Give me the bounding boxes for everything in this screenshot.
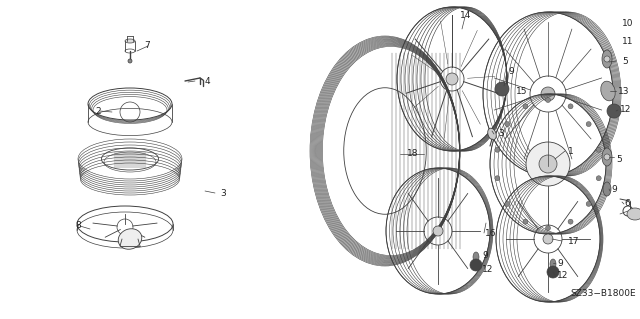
- Text: 16: 16: [485, 228, 497, 238]
- Text: 3: 3: [220, 189, 226, 197]
- Ellipse shape: [627, 208, 640, 220]
- Text: 9: 9: [557, 258, 563, 268]
- Text: 12: 12: [620, 106, 632, 115]
- Text: 10: 10: [622, 19, 634, 28]
- Text: SZ33−B1800E: SZ33−B1800E: [570, 288, 636, 298]
- Circle shape: [586, 122, 591, 127]
- Circle shape: [568, 219, 573, 224]
- Ellipse shape: [602, 148, 612, 166]
- Circle shape: [470, 259, 482, 271]
- Text: 12: 12: [482, 264, 493, 273]
- Ellipse shape: [603, 182, 611, 196]
- Circle shape: [505, 122, 510, 127]
- Circle shape: [446, 73, 458, 85]
- Text: 1: 1: [568, 146, 573, 155]
- Circle shape: [495, 82, 509, 96]
- Circle shape: [604, 56, 610, 62]
- Text: 2: 2: [95, 107, 100, 115]
- Ellipse shape: [125, 39, 135, 43]
- Ellipse shape: [550, 259, 556, 269]
- Circle shape: [596, 147, 601, 152]
- Text: 9: 9: [482, 251, 488, 261]
- Text: 18: 18: [406, 150, 418, 159]
- Text: 17: 17: [568, 236, 579, 246]
- Text: 7: 7: [144, 41, 150, 50]
- Circle shape: [505, 201, 510, 206]
- Circle shape: [495, 176, 500, 181]
- Circle shape: [596, 176, 601, 181]
- Ellipse shape: [473, 252, 479, 262]
- Circle shape: [523, 104, 528, 109]
- Ellipse shape: [602, 50, 612, 68]
- Circle shape: [433, 226, 443, 236]
- Circle shape: [586, 201, 591, 206]
- Circle shape: [543, 234, 553, 244]
- Circle shape: [607, 104, 621, 118]
- Text: 12: 12: [557, 271, 568, 279]
- Ellipse shape: [488, 128, 496, 140]
- Text: 6: 6: [624, 198, 630, 207]
- Text: 4: 4: [205, 77, 211, 85]
- Circle shape: [604, 154, 610, 160]
- Text: 13: 13: [618, 86, 630, 95]
- Circle shape: [128, 59, 132, 63]
- Circle shape: [545, 98, 550, 102]
- Circle shape: [526, 142, 570, 186]
- Text: 14: 14: [460, 11, 472, 19]
- Circle shape: [545, 226, 550, 231]
- Circle shape: [523, 219, 528, 224]
- Text: 11: 11: [622, 36, 634, 46]
- Circle shape: [539, 155, 557, 173]
- Text: 9: 9: [611, 184, 617, 194]
- Circle shape: [547, 266, 559, 278]
- Circle shape: [568, 104, 573, 109]
- Text: 8: 8: [75, 221, 81, 231]
- Circle shape: [541, 87, 555, 101]
- Ellipse shape: [601, 81, 615, 101]
- Text: 15: 15: [516, 86, 527, 95]
- Text: 5: 5: [616, 154, 621, 164]
- Text: 5: 5: [622, 56, 628, 65]
- Ellipse shape: [118, 229, 142, 249]
- Text: 9: 9: [508, 68, 514, 77]
- Circle shape: [495, 147, 500, 152]
- Text: 3: 3: [498, 130, 504, 138]
